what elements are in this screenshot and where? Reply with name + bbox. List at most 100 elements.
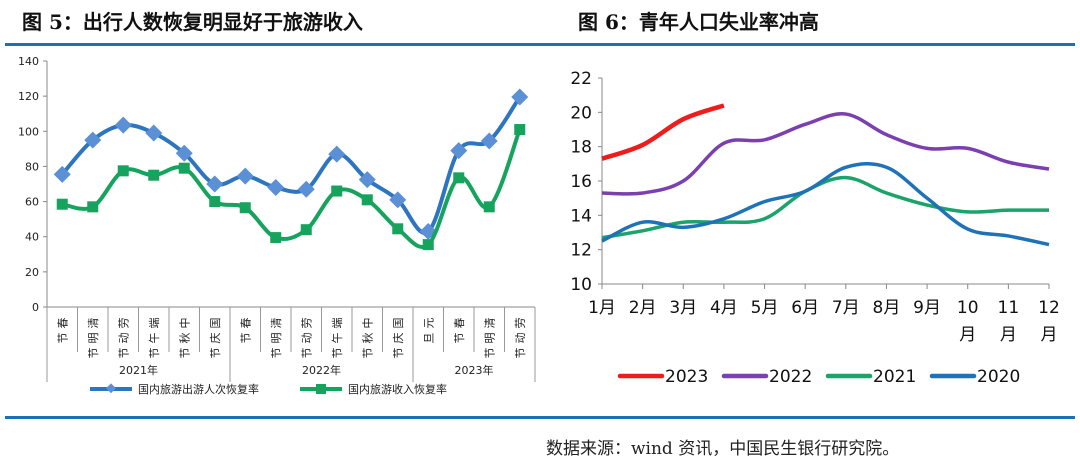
x-tick-label: 7月	[832, 298, 860, 318]
y-tick-label: 14	[570, 206, 592, 226]
category-label: 节	[392, 348, 405, 359]
category-label: 节	[87, 348, 100, 359]
x-tick-label: 12	[1038, 298, 1060, 318]
series-line-2023	[601, 103, 725, 161]
data-point	[148, 169, 160, 181]
category-label: 明	[483, 333, 496, 344]
category-label: 午	[331, 333, 344, 344]
y-tick-label: 20	[570, 103, 592, 123]
data-point	[511, 88, 529, 106]
category-label: 劳	[514, 318, 527, 329]
y-tick-label: 20	[25, 266, 39, 279]
data-point	[114, 116, 132, 134]
category-label: 劳	[300, 318, 313, 329]
legend-marker	[106, 383, 116, 394]
category-label: 节	[239, 333, 252, 344]
series-line-2020	[601, 162, 1050, 247]
data-point	[358, 171, 376, 189]
category-label: 庆	[391, 333, 405, 344]
data-point	[328, 145, 346, 163]
y-tick-label: 40	[25, 231, 39, 244]
y-tick-label: 80	[25, 160, 39, 173]
data-point	[514, 124, 526, 136]
category-label: 节	[209, 348, 222, 359]
chart2-title: 图 6：青年人口失业率冲高	[578, 10, 819, 34]
category-label: 节	[300, 348, 313, 359]
data-point	[239, 202, 251, 214]
data-point	[361, 194, 373, 206]
y-tick-label: 12	[570, 241, 592, 261]
y-tick-label: 16	[570, 172, 592, 192]
category-label: 节	[453, 333, 466, 344]
legend-label: 2021	[873, 367, 916, 387]
x-tick-label-unit: 月	[1000, 325, 1017, 345]
top-divider	[5, 43, 1075, 46]
y-tick-label: 22	[570, 69, 592, 89]
x-tick-label-unit: 月	[959, 325, 976, 345]
x-tick-label: 4月	[710, 298, 738, 318]
category-label: 春	[56, 318, 69, 329]
data-point	[209, 196, 221, 208]
category-label: 动	[300, 333, 313, 344]
category-label: 动	[117, 333, 130, 344]
y-tick-label: 100	[18, 125, 39, 138]
x-tick-label: 2月	[629, 298, 657, 318]
data-point	[117, 165, 129, 177]
x-tick-label: 5月	[751, 298, 779, 318]
data-point	[453, 172, 465, 184]
category-label: 动	[514, 333, 527, 344]
data-point	[300, 224, 312, 236]
category-label: 明	[87, 333, 100, 344]
category-label: 清	[87, 318, 100, 329]
data-point	[84, 131, 102, 149]
category-label: 节	[178, 348, 191, 359]
category-label: 秋	[360, 333, 374, 344]
x-tick-label: 1月	[588, 298, 616, 318]
data-point	[175, 144, 193, 162]
data-point	[422, 239, 434, 251]
data-point	[56, 198, 68, 210]
category-label: 端	[331, 318, 344, 329]
series-line-2021	[601, 175, 1050, 240]
category-label: 旦	[422, 333, 435, 344]
x-tick-label-unit: 月	[1041, 325, 1058, 345]
data-point	[270, 232, 282, 244]
chart1-title: 图 5：出行人数恢复明显好于旅游收入	[22, 10, 363, 34]
group-label: 2022年	[302, 363, 341, 377]
x-tick-label: 3月	[669, 298, 697, 318]
data-point	[483, 201, 495, 213]
data-point	[236, 167, 254, 185]
category-label: 清	[270, 318, 283, 329]
category-label: 中	[178, 318, 191, 329]
category-label: 秋	[177, 333, 191, 344]
legend-label: 2020	[977, 367, 1020, 387]
data-point	[145, 124, 163, 142]
y-tick-label: 60	[25, 196, 39, 209]
source-note: 数据来源：wind 资讯，中国民生银行研究院。	[546, 439, 900, 459]
legend-label: 国内旅游收入恢复率	[348, 382, 447, 396]
data-point	[389, 191, 407, 209]
data-point	[480, 132, 498, 150]
data-point	[178, 162, 190, 174]
category-label: 劳	[117, 318, 130, 329]
data-point	[392, 223, 404, 235]
data-point	[450, 142, 468, 160]
data-point	[331, 185, 343, 197]
y-tick-label: 120	[18, 90, 39, 103]
data-point	[87, 201, 99, 213]
category-label: 庆	[208, 333, 222, 344]
x-tick-label: 11	[998, 298, 1020, 318]
x-tick-label: 8月	[873, 298, 901, 318]
category-label: 中	[361, 318, 374, 329]
category-label: 节	[514, 348, 527, 359]
category-label: 国	[392, 318, 405, 329]
legend-label: 2022	[769, 367, 812, 387]
category-label: 节	[483, 348, 496, 359]
category-label: 节	[117, 348, 130, 359]
category-label: 端	[148, 318, 161, 329]
x-tick-label: 10	[957, 298, 979, 318]
category-label: 午	[148, 333, 161, 344]
category-label: 春	[239, 318, 252, 329]
category-label: 国	[209, 318, 222, 329]
